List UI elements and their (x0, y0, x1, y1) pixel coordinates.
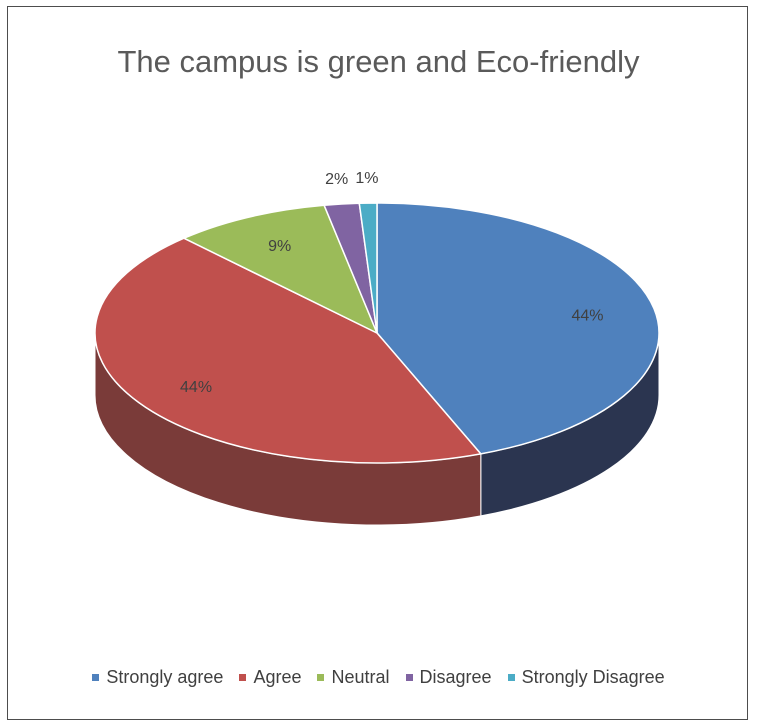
pie-slices (94, 202, 660, 464)
chart-title: The campus is green and Eco-friendly (117, 44, 640, 79)
legend-item-strongly-disagree: Strongly Disagree (507, 667, 665, 688)
legend-label: Disagree (419, 667, 492, 687)
legend-label: Strongly agree (106, 667, 224, 687)
pie-slice-strongly-disagree (358, 202, 378, 334)
pie-data-labels: 44% 44% 9% 2% 1% (180, 170, 604, 396)
legend-swatch (507, 674, 515, 681)
legend-swatch (317, 674, 325, 681)
data-label-agree: 44% (180, 379, 212, 396)
legend-item-agree: Agree (239, 667, 301, 688)
legend-item-strongly-agree: Strongly agree (92, 667, 223, 688)
data-label-strongly-agree: 44% (572, 307, 604, 324)
legend-swatch (92, 674, 100, 681)
legend-item-disagree: Disagree (405, 667, 492, 688)
legend-label: Agree (253, 667, 302, 687)
pie-slice-strongly-agree (376, 202, 660, 455)
legend: Strongly agree Agree Neutral Disagree St… (0, 667, 757, 688)
legend-swatch (239, 674, 247, 681)
pie-slice-neutral (182, 204, 379, 335)
legend-label: Strongly Disagree (521, 667, 665, 687)
legend-swatch (405, 674, 413, 681)
data-label-strongly-disagree: 1% (355, 170, 378, 187)
pie-slice-agree (94, 237, 483, 464)
data-label-neutral: 9% (268, 238, 291, 255)
legend-label: Neutral (331, 667, 390, 687)
data-label-disagree: 2% (325, 171, 348, 188)
legend-item-neutral: Neutral (317, 667, 390, 688)
